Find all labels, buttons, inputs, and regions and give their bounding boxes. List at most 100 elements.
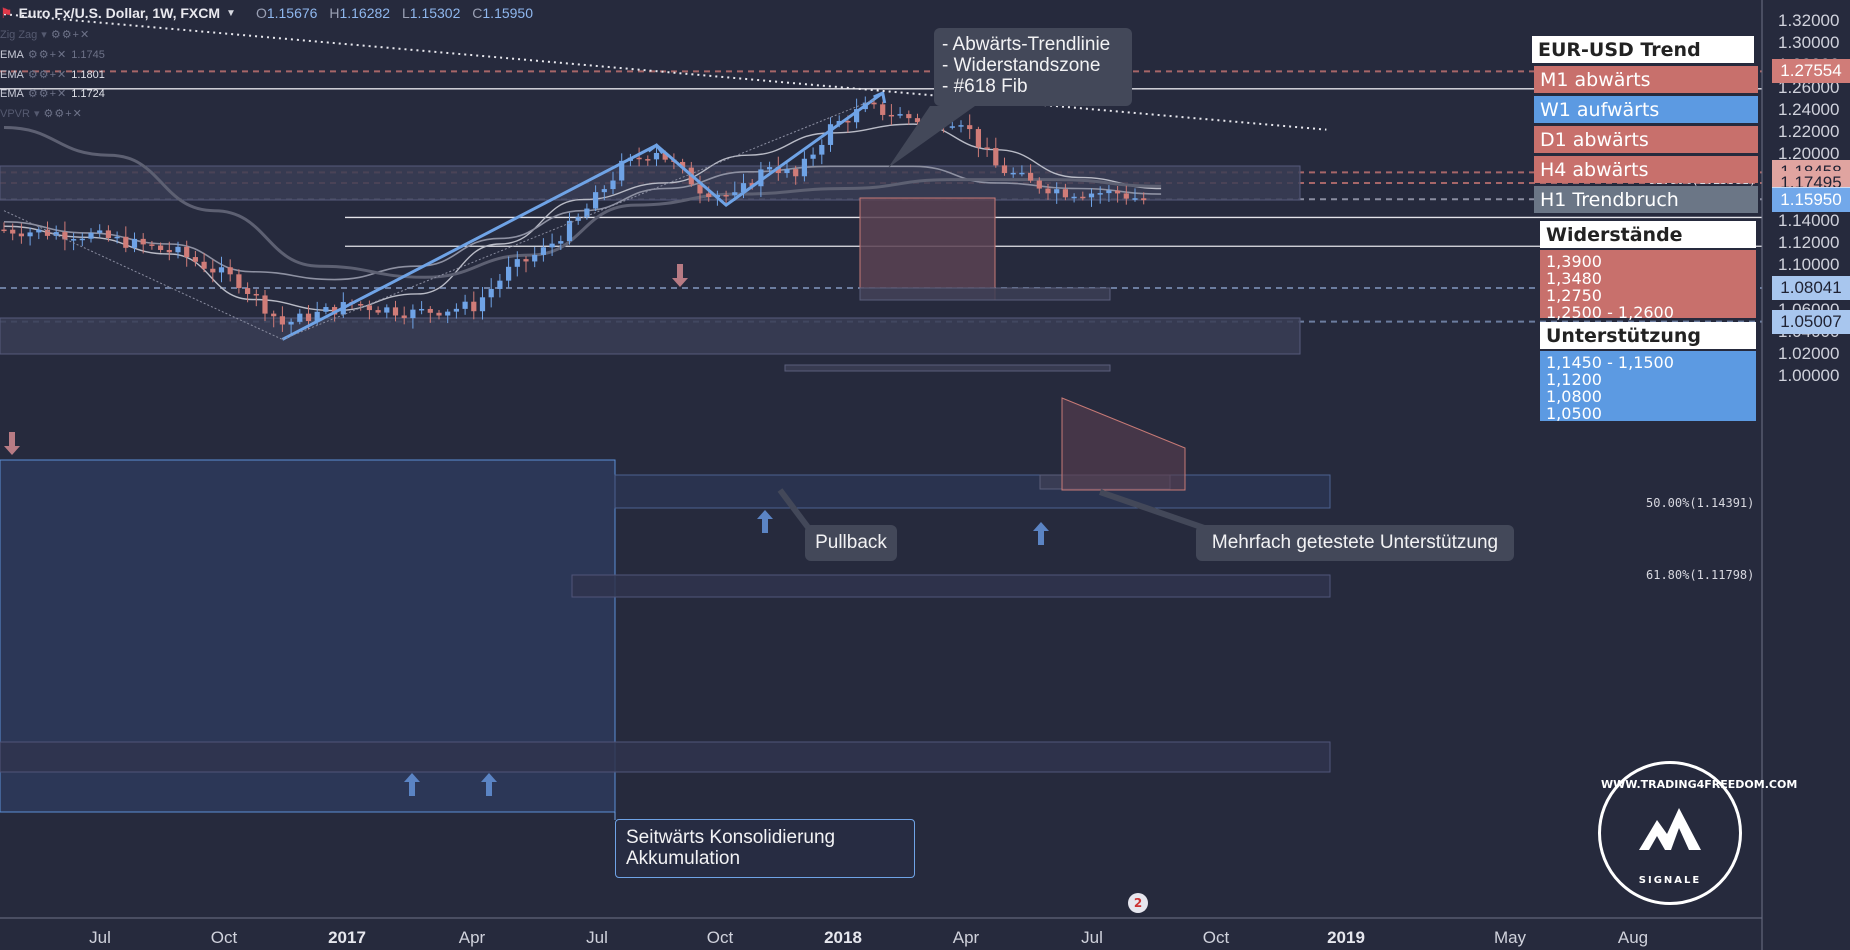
- price-tag: 1.05007: [1772, 309, 1850, 334]
- indicator-tools-icon: ⚙⚙+✕: [27, 69, 68, 81]
- flag-icon[interactable]: ⚑: [0, 4, 13, 21]
- trend-row-h4: H4 abwärts: [1534, 156, 1758, 183]
- indicator-tools-icon: ⚙⚙+✕: [43, 108, 83, 120]
- indicator-ema-3[interactable]: EMA ⚙⚙+✕ 1.1724: [0, 87, 105, 101]
- arrow-down-1: [672, 264, 688, 287]
- trend-panel-title: EUR-USD Trend: [1532, 36, 1754, 63]
- callout-pullback[interactable]: Pullback: [805, 525, 897, 561]
- trend-row-m1: M1 abwärts: [1534, 66, 1758, 93]
- candle-92: [801, 158, 807, 177]
- candle-17: [149, 244, 155, 246]
- candle-65: [566, 220, 573, 242]
- callout-pointer-top: [888, 106, 975, 168]
- support-title: Unterstützung: [1540, 322, 1756, 349]
- zigzag-line: [281, 91, 884, 341]
- mountain-logo-icon: [1639, 808, 1701, 850]
- candle-103: [897, 114, 903, 116]
- ema-slow-line: [3, 165, 1162, 281]
- support-list: 1,1450 - 1,1500 1,1200 1,0800 1,0500: [1540, 351, 1756, 422]
- candle-128: [1115, 190, 1121, 194]
- y-tick-label: 1.14000: [1778, 210, 1840, 230]
- candle-120: [1045, 188, 1051, 194]
- price-tag: 1.27554: [1772, 59, 1850, 84]
- chevron-down-icon[interactable]: ▼: [226, 7, 236, 19]
- arrow-up-3: [1033, 522, 1049, 545]
- candle-43: [375, 310, 381, 313]
- candle-45: [392, 307, 399, 316]
- candle-1: [10, 229, 16, 234]
- candle-122: [1062, 189, 1068, 198]
- candle-64: [558, 241, 564, 244]
- candle-4: [36, 229, 42, 233]
- candle-84: [732, 192, 738, 196]
- candle-6: [53, 232, 59, 236]
- candle-12: [105, 230, 111, 239]
- candle-111: [967, 125, 973, 130]
- y-tick-label: 1.12000: [1778, 233, 1840, 252]
- candle-16: [140, 238, 146, 245]
- price-axis[interactable]: [1762, 0, 1850, 950]
- candle-83: [723, 195, 729, 197]
- candle-121: [1054, 189, 1060, 194]
- arrow-down-0: [4, 432, 20, 455]
- candle-9: [79, 238, 85, 241]
- callout-pointer-pullback: [777, 488, 813, 532]
- candle-66: [575, 217, 581, 221]
- zigzag-arrowhead-1: [647, 143, 664, 155]
- x-tick-label: Aug: [1617, 928, 1649, 947]
- candle-31: [271, 313, 277, 317]
- indicator-tools-icon: ⚙⚙+✕: [27, 49, 68, 61]
- candle-115: [1001, 165, 1008, 173]
- candle-126: [1097, 193, 1103, 195]
- candle-35: [305, 313, 312, 322]
- candle-81: [706, 193, 712, 197]
- zone-5: [0, 741, 1331, 773]
- symbol-title[interactable]: Euro Fx/U.S. Dollar, 1W, FXCM: [18, 5, 221, 21]
- indicator-ema-1[interactable]: EMA ⚙⚙+✕ 1.1745: [0, 48, 105, 62]
- candle-23: [201, 261, 207, 269]
- candle-46: [401, 315, 407, 319]
- candle-13: [114, 236, 120, 239]
- zone-8: [784, 364, 1111, 372]
- candle-88: [767, 167, 773, 170]
- x-tick-label: Oct: [706, 928, 734, 947]
- candle-20: [175, 246, 181, 253]
- y-tick-label: 1.24000: [1778, 99, 1840, 119]
- candle-37: [323, 307, 329, 312]
- candle-87: [758, 169, 764, 187]
- zigzag-arrowhead-2: [873, 90, 887, 104]
- callout-consolidation[interactable]: Seitwärts Konsolidierung Akkumulation: [615, 819, 915, 878]
- x-tick-label: Jul: [1081, 928, 1103, 947]
- callout-resistance[interactable]: - Abwärts-Trendlinie - Widerstandszone -…: [934, 28, 1132, 106]
- candle-49: [427, 308, 433, 313]
- x-tick-label: May: [1493, 928, 1527, 947]
- trend-row-w1: W1 aufwärts: [1534, 96, 1758, 123]
- arrow-up-2: [757, 510, 773, 533]
- candle-26: [227, 267, 233, 275]
- candle-2: [18, 233, 24, 237]
- zone-3: [614, 474, 1331, 509]
- candle-90: [784, 169, 790, 174]
- fib-label-lower: 61.80%(1.11798): [1646, 568, 1755, 582]
- y-tick-label: 1.00000: [1778, 366, 1840, 386]
- y-tick-label: 1.30000: [1778, 33, 1840, 53]
- candle-69: [601, 189, 607, 193]
- economic-event-icon[interactable]: 2: [1128, 893, 1148, 913]
- indicator-ema-2[interactable]: EMA ⚙⚙+✕ 1.1801: [0, 68, 105, 82]
- candle-29: [253, 293, 259, 296]
- trend-row-d1: D1 abwärts: [1534, 126, 1758, 153]
- candle-63: [549, 243, 555, 248]
- candle-58: [506, 266, 512, 281]
- candle-116: [1010, 172, 1016, 175]
- candle-114: [993, 148, 999, 166]
- indicator-vpvr[interactable]: VPVR ▾ ⚙⚙+✕: [0, 107, 83, 121]
- candle-70: [610, 180, 616, 190]
- candle-129: [1123, 193, 1129, 199]
- indicator-zigzag[interactable]: Zig Zag ▾ ⚙⚙+✕: [0, 28, 91, 42]
- candle-102: [888, 114, 894, 117]
- candle-22: [192, 257, 198, 262]
- guide-line-1: [3, 210, 283, 340]
- candle-73: [636, 157, 642, 160]
- callout-support[interactable]: Mehrfach getestete Unterstützung: [1196, 525, 1514, 561]
